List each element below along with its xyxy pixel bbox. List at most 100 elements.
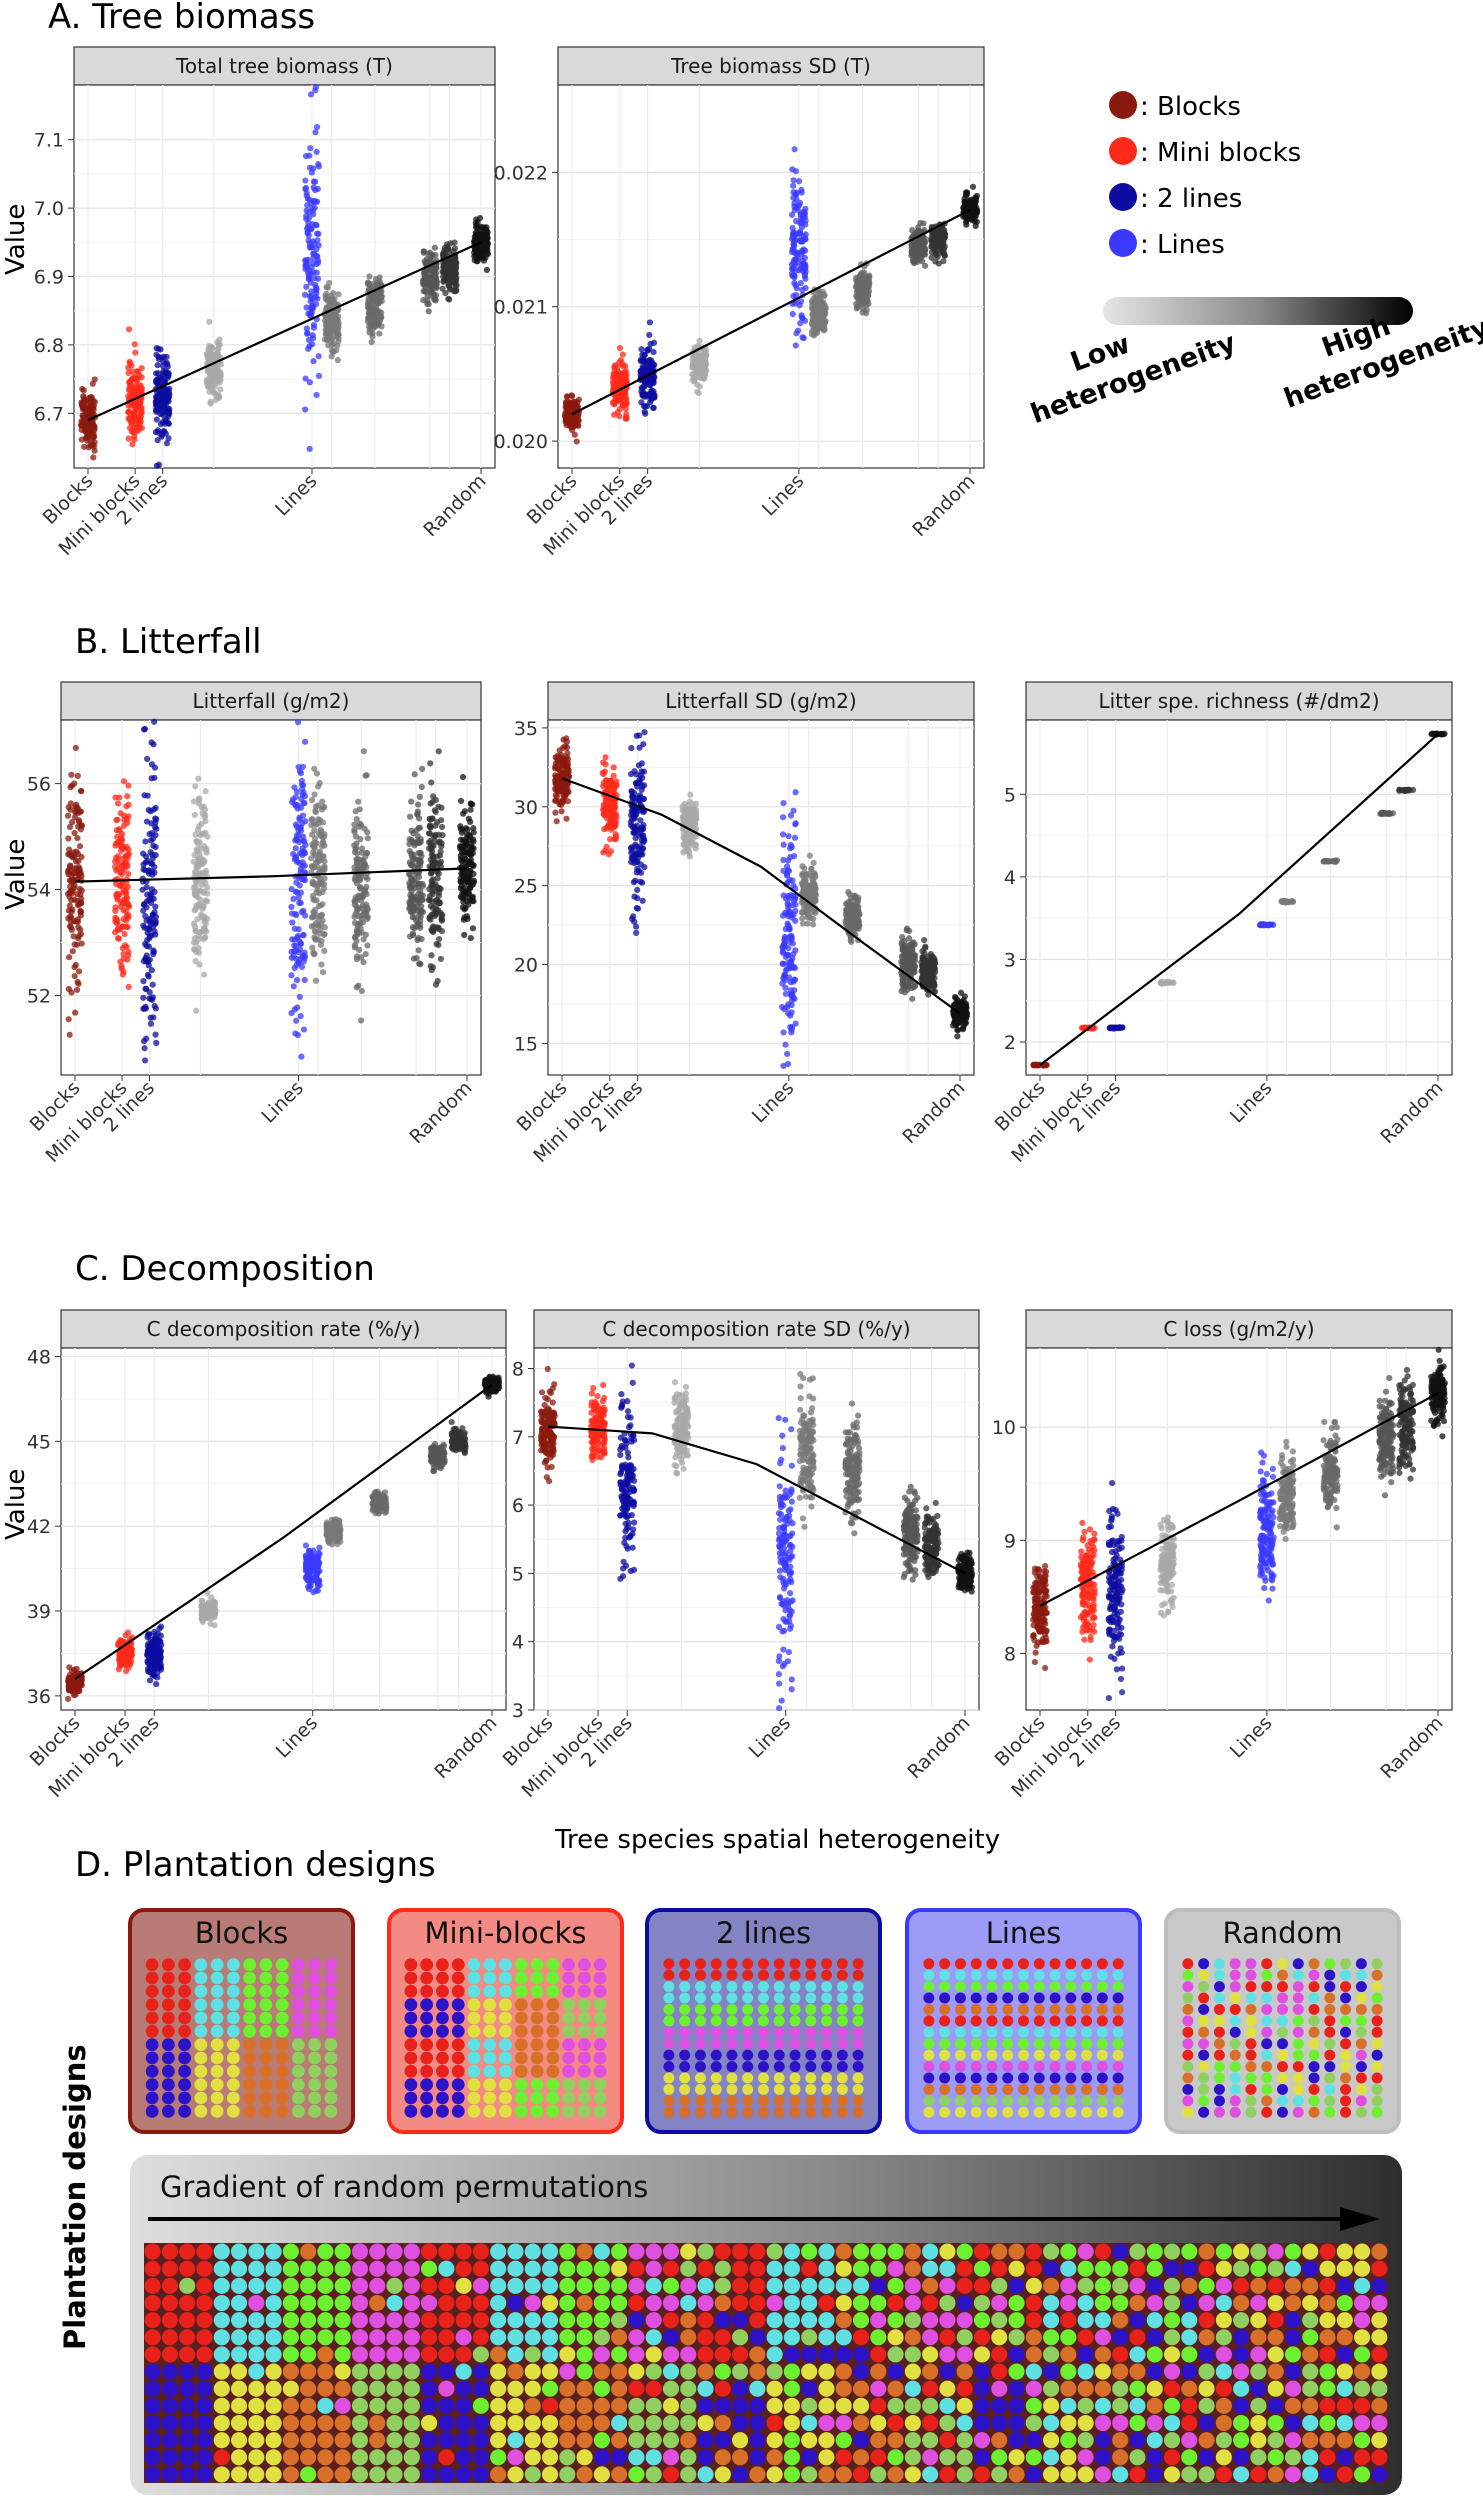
data-point [77,908,85,916]
data-point [446,296,453,303]
data-point [312,928,319,936]
data-point [153,1039,160,1047]
data-point [473,222,480,229]
data-point [427,870,434,877]
data-point [323,295,330,302]
data-point [364,835,371,842]
data-point [155,461,163,468]
y-tick-label: 20 [514,955,538,977]
data-point [406,933,414,940]
data-point [429,863,436,870]
data-point [650,404,657,412]
data-point [437,955,444,963]
data-point [194,845,201,853]
data-point [557,758,565,765]
point-group-5 [301,83,323,453]
data-point [124,793,131,800]
data-point [74,772,81,780]
data-point [465,878,473,885]
data-point [205,383,213,390]
data-point [334,342,341,349]
data-point [315,242,322,249]
data-point [409,860,416,867]
data-point [147,849,154,856]
data-point [312,83,320,91]
data-point [300,1026,308,1033]
data-point [290,983,297,990]
data-point [217,386,224,393]
data-point [791,146,798,153]
data-point [200,903,207,910]
data-point [623,415,630,422]
data-point [681,807,688,814]
data-point [360,959,367,966]
data-point [473,230,480,237]
data-point [429,964,436,971]
x-tick-label: Lines [257,1077,308,1128]
data-point [142,913,149,920]
data-point [309,341,316,348]
data-point [318,961,325,968]
data-point [646,319,654,326]
data-point [190,798,198,805]
data-point [638,760,646,767]
data-point [300,931,307,939]
data-point [321,947,328,954]
data-point [319,819,327,826]
panel-title: Litterfall SD (g/m2) [665,689,856,713]
data-point [130,424,137,431]
data-point [793,250,801,258]
data-point [75,935,82,942]
data-point [366,273,373,280]
data-point [792,342,799,349]
heterogeneity-gradient-bar [1103,297,1413,325]
data-point [191,891,198,898]
data-point [464,860,471,868]
data-point [192,783,199,790]
data-point [800,268,807,275]
data-point [860,305,867,313]
data-point [798,186,805,194]
data-point [463,890,470,897]
data-point [789,310,796,318]
data-point [962,189,970,196]
data-point [432,297,439,304]
data-point [972,222,979,230]
data-point [312,293,319,301]
data-point [125,364,132,371]
data-point [215,371,222,379]
data-point [559,799,566,806]
data-point [68,771,75,778]
data-point [415,947,422,954]
data-point [317,902,324,909]
data-point [318,880,325,887]
data-point [417,907,424,914]
data-point [319,798,326,805]
data-point [321,924,328,931]
data-point [571,401,578,408]
data-point [290,953,297,960]
data-point [301,949,308,956]
data-point [137,418,144,425]
data-point [422,272,429,279]
data-point [193,1007,200,1014]
data-point [464,849,472,856]
data-point [458,829,465,836]
data-point [123,815,131,822]
data-point [297,865,304,873]
data-point [356,946,363,953]
data-point [163,440,171,447]
data-point [428,926,435,933]
data-point [80,387,87,394]
data-point [125,326,133,333]
data-point [963,221,970,228]
data-point [214,350,221,357]
data-point [120,916,127,923]
data-point [127,393,134,400]
data-point [483,228,490,235]
data-point [416,793,423,800]
data-point [639,384,646,391]
data-point [434,819,441,826]
data-point [306,293,314,300]
